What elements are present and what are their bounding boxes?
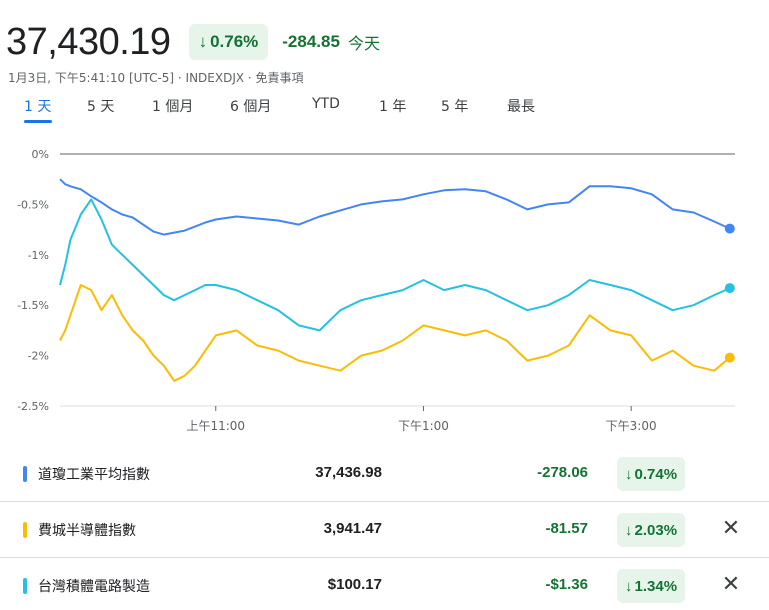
row-percent: 0.74%: [634, 465, 678, 483]
active-tab-indicator: [24, 120, 52, 123]
tab-1m[interactable]: 1 個月: [152, 99, 194, 115]
series-line: [59, 178, 731, 236]
y-tick-label: -2.5%: [17, 400, 49, 413]
change-percent: 0.76%: [210, 32, 259, 51]
y-tick-label: -1%: [28, 249, 49, 262]
x-tick-label: 下午3:00: [606, 419, 657, 433]
row-percent-badge: ↓ 2.03%: [617, 513, 686, 547]
y-tick-label: -1.5%: [17, 299, 49, 312]
table-row[interactable]: 費城半導體指數 3,941.47 -81.57 ↓ 2.03% ✕: [0, 502, 769, 558]
row-name: 台灣積體電路製造: [38, 579, 150, 595]
quote-header: 37,430.19 ↓ 0.76% -284.85 今天: [6, 18, 380, 66]
series-end-marker: [724, 283, 735, 294]
quote-meta: 1月3日, 下午5:41:10 [UTC-5] · INDEXDJX · 免責事…: [8, 71, 304, 85]
price-chart[interactable]: 0% -0.5% -1% -1.5% -2% -2.5% 上午11:00 下午1:00 下午3:…: [0, 140, 769, 440]
series-end-marker: [724, 223, 735, 234]
table-row[interactable]: 道瓊工業平均指數 37,436.98 -278.06 ↓ 0.74%: [0, 446, 769, 502]
y-tick-label: 0%: [32, 148, 49, 161]
time-range-tabs: 1 天 5 天 1 個月 6 個月 YTD 1 年 5 年 最長: [0, 96, 769, 122]
arrow-down-icon: ↓: [625, 521, 633, 539]
current-price: 37,430.19: [6, 20, 171, 63]
x-tick-label: 上午11:00: [186, 419, 245, 433]
row-percent: 1.34%: [634, 577, 678, 595]
tab-ytd[interactable]: YTD: [312, 96, 340, 112]
row-percent-badge: ↓ 0.74%: [617, 457, 686, 491]
y-tick-label: -2%: [28, 350, 49, 363]
series-line: [59, 284, 731, 382]
series-color-marker: [23, 522, 27, 538]
row-value: $100.17: [327, 576, 382, 593]
series-color-marker: [23, 466, 27, 482]
row-percent: 2.03%: [634, 521, 678, 539]
close-icon[interactable]: ✕: [721, 515, 741, 541]
row-change: -81.57: [545, 520, 588, 537]
close-icon[interactable]: ✕: [721, 571, 741, 597]
y-tick-label: -0.5%: [17, 198, 49, 211]
tab-6m[interactable]: 6 個月: [230, 99, 272, 115]
tab-1d[interactable]: 1 天: [24, 99, 52, 115]
row-divider: [0, 557, 769, 558]
series-end-marker: [724, 352, 735, 363]
change-period: 今天: [347, 34, 380, 53]
row-value: 37,436.98: [315, 464, 382, 481]
arrow-down-icon: ↓: [625, 465, 633, 483]
series-color-marker: [23, 578, 27, 594]
table-row[interactable]: 台灣積體電路製造 $100.17 -$1.36 ↓ 1.34% ✕: [0, 558, 769, 610]
change-percent-badge: ↓ 0.76%: [188, 24, 269, 60]
arrow-down-icon: ↓: [625, 577, 633, 595]
tab-1y[interactable]: 1 年: [379, 99, 407, 115]
x-tick-label: 下午1:00: [398, 419, 449, 433]
row-divider: [0, 501, 769, 502]
row-name: 道瓊工業平均指數: [38, 467, 150, 483]
change-absolute: -284.85: [282, 32, 340, 51]
row-value: 3,941.47: [323, 520, 382, 537]
tab-max[interactable]: 最長: [507, 99, 535, 115]
series-line: [59, 198, 731, 332]
row-percent-badge: ↓ 1.34%: [617, 569, 686, 603]
row-change: -278.06: [537, 464, 588, 481]
arrow-down-icon: ↓: [198, 32, 208, 51]
row-name: 費城半導體指數: [38, 523, 136, 539]
tab-5y[interactable]: 5 年: [441, 99, 469, 115]
tab-5d[interactable]: 5 天: [87, 99, 115, 115]
row-change: -$1.36: [545, 576, 588, 593]
